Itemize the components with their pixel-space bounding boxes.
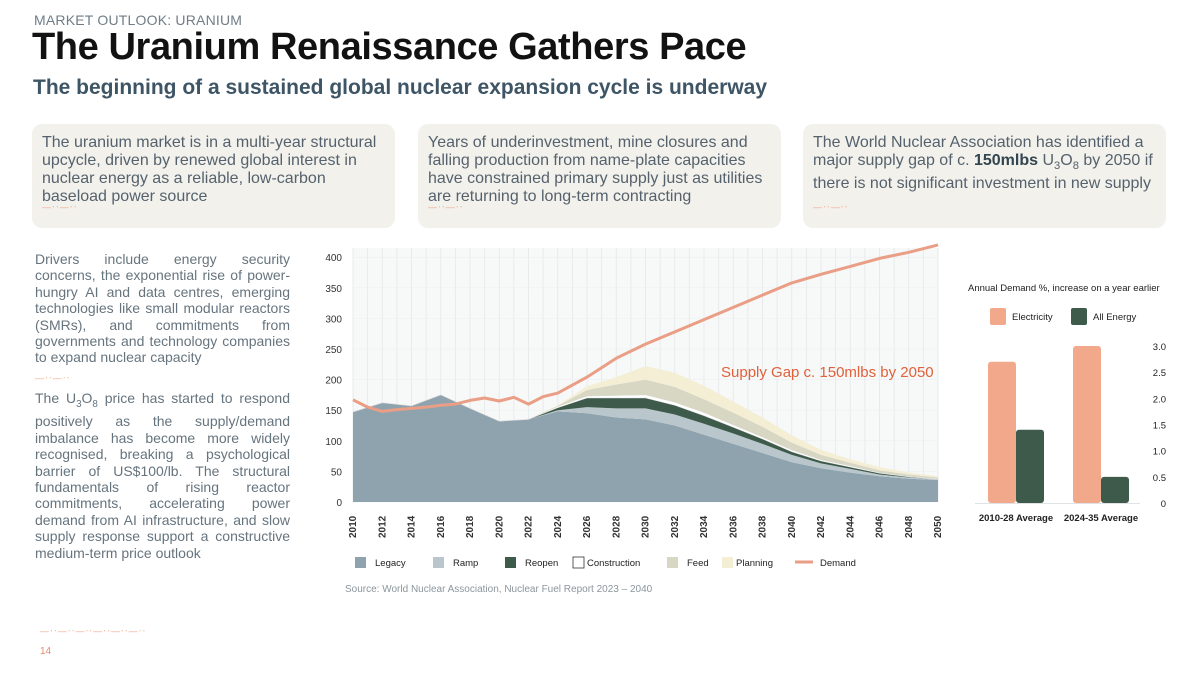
legend-label-reopen: Reopen xyxy=(525,558,558,569)
price-para-sub1: 3 xyxy=(76,399,82,411)
bar-y-tick-label: 0.5 xyxy=(1153,473,1166,484)
supply-gap-annotation: Supply Gap c. 150mlbs by 2050 xyxy=(721,364,934,381)
price-para-u: The U xyxy=(35,390,77,407)
y-tick-label: 100 xyxy=(325,437,342,448)
area-legacy xyxy=(353,394,938,502)
y-tick-label: 250 xyxy=(325,345,342,356)
bar-electricity xyxy=(988,361,1016,503)
card-3-text-b: by 2050 if there is not significant inve… xyxy=(813,152,1153,193)
card-3-sub1: 3 xyxy=(1054,160,1061,173)
drivers-text-block: Drivers include energy security concerns… xyxy=(35,251,290,561)
summary-card-2: Years of underinvestment, mine closures … xyxy=(418,124,781,228)
page-title: The Uranium Renaissance Gathers Pace xyxy=(32,26,747,68)
legend-swatch-feed xyxy=(667,557,678,568)
card-3-text-a: The World Nuclear Association has identi… xyxy=(813,134,1144,169)
area-construction xyxy=(352,394,939,480)
price-para-sub2: 8 xyxy=(92,399,98,411)
page-subtitle: The beginning of a sustained global nucl… xyxy=(33,76,768,99)
price-paragraph: The U3O8 price has started to respond po… xyxy=(35,390,290,561)
x-tick-label: 2014 xyxy=(407,515,418,538)
bar-y-tick-label: 0 xyxy=(1161,499,1166,510)
bar-all_energy xyxy=(1016,429,1044,503)
bar-chart-title: Annual Demand %, increase on a year earl… xyxy=(968,283,1160,294)
bar-all_energy xyxy=(1101,476,1129,503)
x-tick-label: 2050 xyxy=(933,515,944,538)
y-tick-label: 50 xyxy=(331,467,343,478)
legend-swatch-planning xyxy=(722,557,733,568)
x-tick-label: 2038 xyxy=(758,515,769,538)
demand-line xyxy=(352,243,939,413)
x-tick-label: 2046 xyxy=(875,515,886,538)
card-3-decoration: —‧‧—‧‧ xyxy=(813,202,849,212)
card-2-text: Years of underinvestment, mine closures … xyxy=(428,134,763,205)
legend-label-feed: Feed xyxy=(687,558,709,569)
card-3-u: U xyxy=(1038,152,1055,169)
bar-y-tick-label: 2.0 xyxy=(1153,394,1166,405)
bar-y-tick-label: 2.5 xyxy=(1153,368,1166,379)
x-tick-label: 2022 xyxy=(524,515,535,538)
bar-legend-swatch-all_energy xyxy=(1071,308,1087,325)
bar-category-label: 2010-28 Average xyxy=(979,513,1053,524)
x-tick-label: 2018 xyxy=(465,515,476,538)
card-3-o: O xyxy=(1060,152,1073,169)
legend-label-construction: Construction xyxy=(587,558,640,569)
legend-swatch-legacy xyxy=(355,557,366,568)
x-tick-label: 2036 xyxy=(728,515,739,538)
x-tick-label: 2032 xyxy=(670,515,681,538)
legend-label-demand: Demand xyxy=(820,558,856,569)
bar-legend-label-electricity: Electricity xyxy=(1012,312,1053,323)
chart-source: Source: World Nuclear Association, Nucle… xyxy=(345,584,653,595)
legend-swatch-reopen xyxy=(505,557,516,568)
legend-label-planning: Planning xyxy=(736,558,773,569)
x-tick-label: 2020 xyxy=(494,515,505,538)
legend-label-legacy: Legacy xyxy=(375,558,406,569)
card-2-decoration: —‧‧—‧‧ xyxy=(428,202,464,212)
supply-gap-highlight: 150mlbs xyxy=(973,152,1039,169)
bar-category-label: 2024-35 Average xyxy=(1064,513,1138,524)
legend-swatch-construction xyxy=(572,556,585,569)
bar-y-tick-label: 1.5 xyxy=(1153,421,1166,432)
price-para-text: price has started to respond positively … xyxy=(35,390,291,561)
y-tick-label: 150 xyxy=(325,406,342,417)
summary-card-3: The World Nuclear Association has identi… xyxy=(803,124,1166,228)
x-tick-label: 2010 xyxy=(348,515,359,538)
x-tick-label: 2016 xyxy=(436,515,447,538)
kicker: MARKET OUTLOOK: URANIUM xyxy=(34,12,243,28)
card-1-text: The uranium market is in a multi-year st… xyxy=(42,134,377,205)
card-1-decoration: —‧‧—‧‧ xyxy=(42,202,78,212)
drivers-paragraph: Drivers include energy security concerns… xyxy=(35,251,290,366)
footer-decoration: —‧‧—‧‧—‧‧—‧‧—‧‧—‧‧ xyxy=(40,626,147,636)
area-ramp xyxy=(353,394,938,480)
bar-electricity xyxy=(1073,346,1101,503)
y-tick-label: 0 xyxy=(336,498,342,509)
x-tick-label: 2044 xyxy=(845,515,856,538)
x-tick-label: 2024 xyxy=(553,515,564,538)
bar-y-tick-label: 3.0 xyxy=(1153,342,1166,353)
x-tick-label: 2048 xyxy=(904,515,915,538)
supply-demand-chart: 0 50 100 150 200 250 300 350 400 2010 2012 2014 2016… xyxy=(325,243,944,569)
y-tick-label: 200 xyxy=(325,376,342,387)
x-tick-label: 2028 xyxy=(611,515,622,538)
price-para-o: O xyxy=(81,390,93,407)
bar-legend-swatch-electricity xyxy=(990,308,1006,325)
y-tick-label: 400 xyxy=(325,253,342,264)
x-tick-label: 2030 xyxy=(641,515,652,538)
drivers-divider: —‧‧—‧‧ xyxy=(35,372,71,383)
card-3-sub2: 8 xyxy=(1072,160,1079,173)
page-number: 14 xyxy=(40,646,52,657)
summary-card-1: The uranium market is in a multi-year st… xyxy=(32,124,395,228)
x-tick-label: 2040 xyxy=(787,515,798,538)
annual-demand-bar-chart: Annual Demand %, increase on a year earl… xyxy=(968,283,1166,524)
x-tick-label: 2026 xyxy=(582,515,593,538)
bar-legend-label-all_energy: All Energy xyxy=(1093,312,1137,323)
legend-swatch-ramp xyxy=(433,557,444,568)
x-tick-label: 2012 xyxy=(377,515,388,538)
y-tick-label: 350 xyxy=(325,284,342,295)
x-tick-label: 2042 xyxy=(816,515,827,538)
x-tick-label: 2034 xyxy=(699,515,710,538)
bar-y-tick-label: 1.0 xyxy=(1153,447,1166,458)
y-tick-label: 300 xyxy=(325,314,342,325)
legend-label-ramp: Ramp xyxy=(453,558,478,569)
